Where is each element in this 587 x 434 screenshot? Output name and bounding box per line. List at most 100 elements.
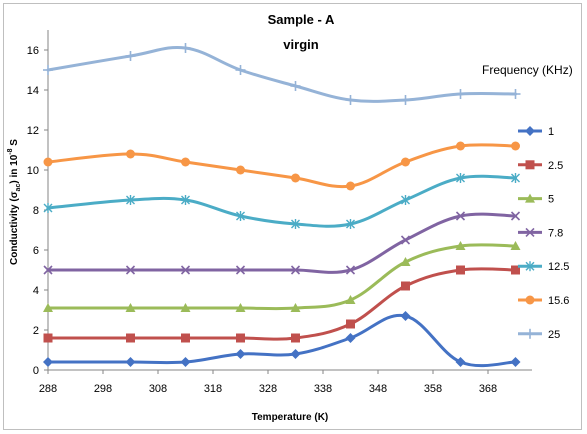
series-15.6 [43, 141, 520, 191]
legend-item: 25 [518, 328, 560, 341]
y-tick-label: 0 [33, 365, 39, 377]
data-point [511, 141, 520, 151]
chart-title: Sample - A [268, 12, 335, 27]
legend-marker [525, 328, 535, 339]
series-line [46, 313, 517, 368]
x-tick-label: 308 [149, 383, 167, 395]
x-tick-label: 358 [424, 383, 442, 395]
data-point [510, 89, 521, 99]
data-point [125, 51, 136, 61]
data-point [400, 235, 411, 245]
data-point [511, 265, 520, 275]
data-point [236, 165, 245, 175]
series-1 [43, 311, 521, 368]
data-point [181, 195, 190, 205]
data-point [125, 303, 136, 312]
y-tick-label: 8 [33, 205, 39, 217]
data-point [455, 89, 466, 99]
data-point [455, 241, 466, 250]
series-5 [43, 241, 521, 312]
legend-label: 1 [548, 126, 554, 138]
data-point [43, 303, 53, 312]
series-line [46, 143, 517, 189]
legend-label: 15.6 [548, 295, 569, 307]
data-point [401, 281, 410, 291]
y-tick-label: 10 [27, 165, 39, 177]
y-tick-label: 12 [27, 125, 39, 137]
x-tick-label: 288 [39, 383, 57, 395]
legend-item: 2.5 [518, 160, 563, 172]
series-7.8 [43, 211, 521, 275]
legend-item: 7.8 [518, 227, 563, 239]
data-point [125, 357, 136, 367]
series-line [46, 174, 517, 228]
data-point [290, 349, 301, 359]
data-point [181, 157, 190, 167]
legend-marker [525, 160, 535, 170]
data-point [180, 303, 191, 312]
x-tick-label: 338 [314, 383, 332, 395]
chart-subtitle: virgin [283, 37, 318, 52]
legend-item: 12.5 [518, 261, 569, 273]
series-line [46, 267, 517, 341]
x-tick-label: 318 [204, 383, 222, 395]
legend-item: 1 [518, 126, 554, 138]
data-point [235, 265, 246, 275]
data-point [345, 295, 356, 304]
data-point [236, 211, 245, 221]
data-point [43, 203, 53, 213]
x-tick-label: 348 [369, 383, 387, 395]
data-point [43, 65, 53, 75]
y-tick-label: 2 [33, 325, 39, 337]
data-point [400, 95, 411, 105]
data-point [456, 141, 465, 151]
data-point [235, 65, 246, 75]
data-point [290, 81, 301, 91]
data-point [180, 265, 191, 275]
data-point [511, 173, 520, 183]
series-12.5 [43, 173, 520, 229]
data-point [456, 265, 465, 275]
data-point [345, 333, 356, 343]
data-point [290, 303, 301, 312]
data-point [456, 173, 465, 183]
y-tick-label: 14 [27, 85, 39, 97]
legend-title: Frequency (KHz) [482, 63, 573, 77]
data-point [346, 219, 355, 229]
data-point [236, 333, 245, 343]
legend-label: 25 [548, 329, 560, 341]
data-point [235, 303, 246, 312]
data-point [291, 219, 300, 229]
data-point [400, 311, 411, 321]
data-point [401, 157, 410, 167]
data-point [126, 149, 135, 159]
legend-marker [525, 227, 535, 237]
data-point [43, 333, 53, 343]
legend-label: 12.5 [548, 261, 569, 273]
data-point [181, 333, 190, 343]
data-point [43, 265, 53, 275]
data-point [345, 265, 356, 275]
conductivity-chart: Sample - A virgin 0 2 4 6 8 10 12 14 16 288 298 30… [7, 12, 573, 423]
data-point [180, 43, 191, 53]
x-axis-ticks: 288 298 308 318 328 338 348 358 368 [39, 370, 497, 395]
legend-marker [525, 261, 535, 272]
data-point [235, 349, 246, 359]
data-point [400, 257, 411, 266]
data-point [346, 319, 355, 329]
data-point [345, 95, 356, 105]
data-point [126, 333, 135, 343]
x-tick-label: 368 [479, 383, 497, 395]
series-2.5 [43, 265, 520, 343]
series-line [46, 243, 517, 311]
legend-label: 2.5 [548, 160, 563, 172]
data-point [180, 357, 191, 367]
legend-marker [525, 295, 535, 305]
data-point [510, 357, 521, 367]
data-point [510, 211, 521, 221]
y-tick-label: 6 [33, 245, 39, 257]
data-point [510, 241, 521, 250]
series-layer [43, 43, 521, 368]
data-point [290, 265, 301, 275]
legend-item: 15.6 [518, 295, 569, 307]
